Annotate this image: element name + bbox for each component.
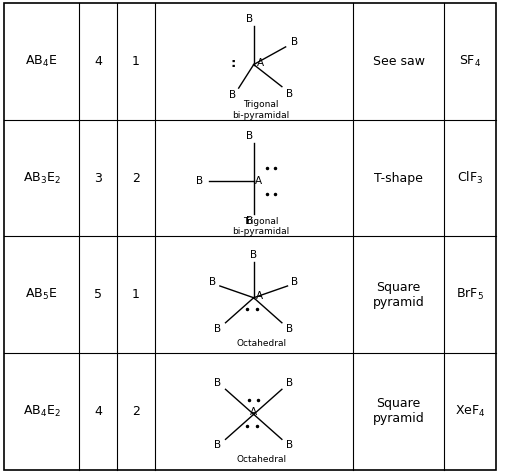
Text: A: A [256,291,263,301]
Text: B: B [246,131,254,140]
Text: AB$_5$E: AB$_5$E [26,287,57,302]
Text: B: B [246,14,254,24]
Text: 4: 4 [94,405,102,418]
Text: ClF$_3$: ClF$_3$ [457,170,483,186]
Text: B: B [291,37,299,47]
Text: B: B [286,440,293,450]
Text: Square
pyramid: Square pyramid [373,397,424,425]
Text: SF$_4$: SF$_4$ [459,54,481,69]
Text: B: B [286,378,293,388]
Text: B: B [250,250,257,260]
Text: 1: 1 [132,289,140,301]
Text: B: B [196,176,203,186]
Text: A: A [250,407,257,417]
Text: AB$_4$E: AB$_4$E [26,54,57,69]
Text: AB$_4$E$_2$: AB$_4$E$_2$ [22,404,61,419]
Text: B: B [286,89,293,99]
Text: 2: 2 [132,405,140,418]
Text: B: B [291,278,299,288]
Text: XeF$_4$: XeF$_4$ [455,404,485,419]
Text: BrF$_5$: BrF$_5$ [456,287,484,302]
Text: 4: 4 [94,55,102,68]
Text: A: A [257,58,264,68]
Text: 5: 5 [94,289,102,301]
Text: A: A [255,176,262,186]
Text: Octahedral: Octahedral [236,455,286,464]
Text: B: B [246,216,254,226]
Text: B: B [230,90,236,100]
Text: 3: 3 [94,172,102,184]
Text: Trigonal
bi-pyramidal: Trigonal bi-pyramidal [233,217,290,236]
Text: 1: 1 [132,55,140,68]
Text: See saw: See saw [373,55,424,68]
Text: B: B [215,440,221,450]
Text: :: : [230,57,236,70]
Text: 2: 2 [132,172,140,184]
Text: B: B [215,324,221,333]
Text: Square
pyramid: Square pyramid [373,281,424,309]
Text: B: B [215,378,221,388]
Text: Octahedral: Octahedral [236,339,286,348]
Text: Trigonal
bi-pyramidal: Trigonal bi-pyramidal [233,100,290,120]
Text: T-shape: T-shape [374,172,423,184]
Text: B: B [209,278,216,288]
Text: B: B [286,324,293,333]
Text: AB$_3$E$_2$: AB$_3$E$_2$ [22,171,61,186]
